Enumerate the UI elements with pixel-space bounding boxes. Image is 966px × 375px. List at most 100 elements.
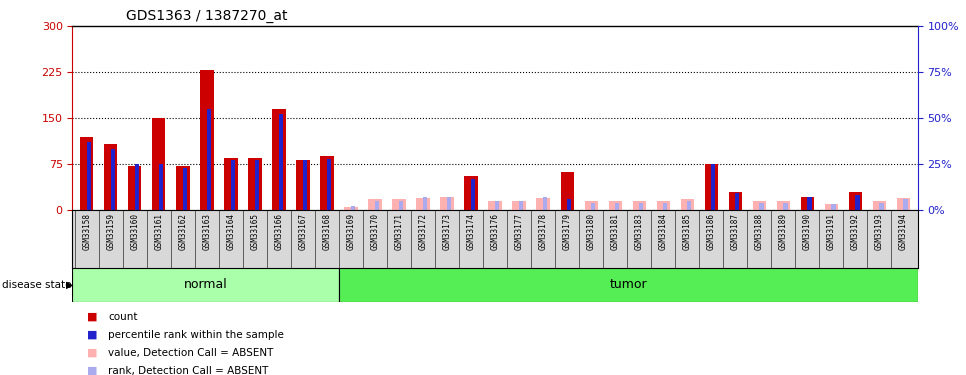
Bar bbox=[560, 172, 574, 210]
Text: count: count bbox=[108, 312, 138, 322]
Bar bbox=[896, 198, 910, 210]
Text: GSM33173: GSM33173 bbox=[442, 213, 451, 250]
Text: GSM33177: GSM33177 bbox=[515, 213, 524, 250]
Bar bbox=[801, 196, 813, 210]
Text: GSM33161: GSM33161 bbox=[155, 213, 163, 250]
Bar bbox=[134, 164, 139, 210]
Bar bbox=[183, 168, 187, 210]
Bar bbox=[302, 160, 307, 210]
Text: GSM33191: GSM33191 bbox=[827, 213, 836, 250]
Text: GSM33193: GSM33193 bbox=[875, 213, 884, 250]
Bar bbox=[272, 109, 286, 210]
Text: GSM33178: GSM33178 bbox=[539, 213, 548, 250]
Text: GSM33162: GSM33162 bbox=[179, 213, 187, 250]
Text: GSM33185: GSM33185 bbox=[683, 213, 692, 250]
Text: ■: ■ bbox=[87, 348, 98, 358]
Text: GSM33181: GSM33181 bbox=[611, 213, 619, 250]
Bar bbox=[345, 207, 357, 210]
Text: GSM33172: GSM33172 bbox=[418, 213, 428, 250]
Bar bbox=[489, 201, 501, 210]
Bar bbox=[465, 176, 477, 210]
Text: GSM33180: GSM33180 bbox=[586, 213, 596, 250]
Text: GSM33159: GSM33159 bbox=[106, 213, 115, 250]
Bar bbox=[224, 158, 238, 210]
Bar bbox=[392, 199, 406, 210]
Bar bbox=[807, 197, 811, 210]
Bar bbox=[536, 198, 550, 210]
Text: GSM33183: GSM33183 bbox=[635, 213, 643, 250]
Bar bbox=[327, 159, 331, 210]
Bar bbox=[903, 199, 908, 210]
Text: GDS1363 / 1387270_at: GDS1363 / 1387270_at bbox=[126, 9, 287, 23]
Bar bbox=[753, 201, 766, 210]
Text: GSM33190: GSM33190 bbox=[803, 213, 811, 250]
Text: GSM33194: GSM33194 bbox=[898, 213, 908, 250]
Bar bbox=[633, 201, 645, 210]
Text: ■: ■ bbox=[87, 366, 98, 375]
Bar bbox=[704, 164, 718, 210]
Bar bbox=[104, 144, 118, 210]
Bar bbox=[519, 201, 524, 210]
Bar bbox=[128, 166, 141, 210]
Bar bbox=[207, 109, 212, 210]
Bar bbox=[879, 202, 884, 210]
Bar bbox=[782, 202, 787, 210]
Bar bbox=[657, 201, 669, 210]
Bar bbox=[375, 201, 380, 210]
Bar bbox=[495, 201, 499, 210]
Text: GSM33171: GSM33171 bbox=[394, 213, 404, 250]
Text: GSM33188: GSM33188 bbox=[754, 213, 764, 250]
Bar bbox=[849, 192, 862, 210]
Bar bbox=[297, 160, 309, 210]
Bar bbox=[543, 197, 548, 210]
Text: GSM33176: GSM33176 bbox=[491, 213, 499, 250]
Bar bbox=[200, 70, 213, 210]
Bar bbox=[231, 160, 236, 210]
Text: GSM33165: GSM33165 bbox=[250, 213, 260, 250]
Text: GSM33179: GSM33179 bbox=[562, 213, 572, 250]
Bar bbox=[759, 202, 763, 210]
Text: GSM33169: GSM33169 bbox=[347, 213, 355, 250]
Bar bbox=[416, 198, 430, 210]
Bar bbox=[735, 194, 740, 210]
Text: normal: normal bbox=[184, 279, 228, 291]
Bar bbox=[614, 202, 619, 210]
Bar bbox=[368, 199, 382, 210]
Bar bbox=[872, 201, 886, 210]
Text: ▶: ▶ bbox=[66, 280, 73, 290]
Bar bbox=[609, 201, 622, 210]
Bar bbox=[687, 201, 692, 210]
Bar bbox=[584, 201, 598, 210]
Bar bbox=[711, 164, 716, 210]
Text: tumor: tumor bbox=[610, 279, 647, 291]
Bar bbox=[255, 160, 259, 210]
Bar bbox=[423, 197, 427, 210]
Text: GSM33192: GSM33192 bbox=[851, 213, 860, 250]
Bar bbox=[110, 149, 115, 210]
Bar bbox=[513, 201, 526, 210]
Bar bbox=[639, 202, 643, 210]
Text: value, Detection Call = ABSENT: value, Detection Call = ABSENT bbox=[108, 348, 273, 358]
Text: GSM33158: GSM33158 bbox=[82, 213, 92, 250]
Bar bbox=[158, 164, 163, 210]
Bar bbox=[681, 199, 694, 210]
Bar bbox=[440, 196, 454, 210]
Text: ■: ■ bbox=[87, 312, 98, 322]
Bar bbox=[663, 202, 668, 210]
Bar bbox=[855, 195, 860, 210]
Text: disease state: disease state bbox=[2, 280, 71, 290]
Bar bbox=[351, 206, 355, 210]
Bar bbox=[248, 158, 262, 210]
Bar bbox=[278, 114, 283, 210]
Bar bbox=[446, 197, 451, 210]
Bar bbox=[567, 199, 572, 210]
Text: GSM33186: GSM33186 bbox=[707, 213, 716, 250]
Bar bbox=[72, 268, 339, 302]
Bar bbox=[831, 204, 836, 210]
Bar bbox=[728, 192, 742, 210]
Text: GSM33160: GSM33160 bbox=[130, 213, 139, 250]
Text: GSM33174: GSM33174 bbox=[467, 213, 475, 250]
Bar bbox=[177, 166, 189, 210]
Text: GSM33163: GSM33163 bbox=[203, 213, 212, 250]
Bar bbox=[321, 156, 333, 210]
